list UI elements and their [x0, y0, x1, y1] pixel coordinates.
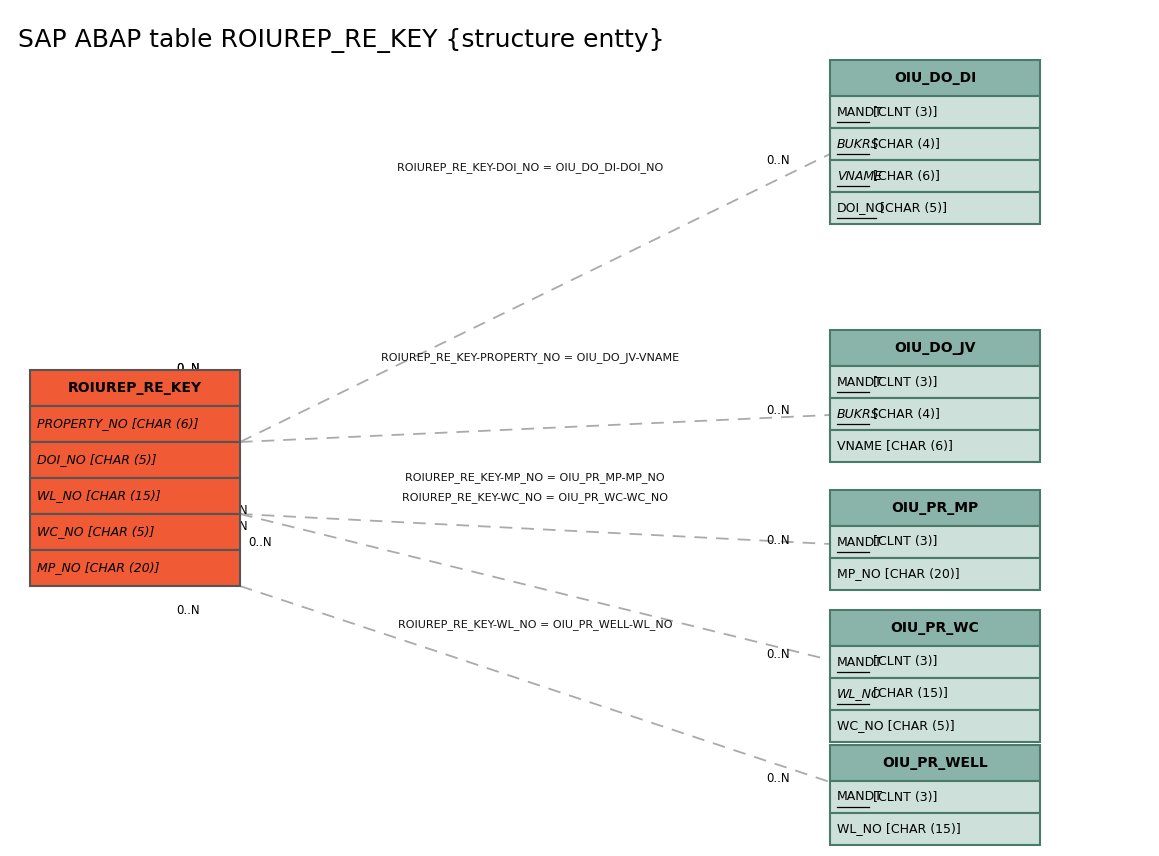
Bar — [830, 558, 1040, 590]
Text: [CLNT (3)]: [CLNT (3)] — [869, 376, 938, 389]
Bar — [830, 430, 1040, 462]
Bar — [830, 330, 1040, 366]
Text: MANDT: MANDT — [837, 656, 883, 669]
Bar — [830, 781, 1040, 813]
Text: SAP ABAP table ROIUREP_RE_KEY {structure entty}: SAP ABAP table ROIUREP_RE_KEY {structure… — [19, 28, 664, 53]
Text: MANDT: MANDT — [837, 790, 883, 804]
Text: [CHAR (15)]: [CHAR (15)] — [869, 687, 948, 700]
Bar — [830, 490, 1040, 526]
Bar — [830, 160, 1040, 192]
Bar — [830, 678, 1040, 710]
Bar — [830, 192, 1040, 224]
Text: WL_NO [CHAR (15)]: WL_NO [CHAR (15)] — [37, 490, 161, 502]
Text: ROIUREP_RE_KEY-WL_NO = OIU_PR_WELL-WL_NO: ROIUREP_RE_KEY-WL_NO = OIU_PR_WELL-WL_NO — [398, 620, 672, 631]
Text: VNAME [CHAR (6)]: VNAME [CHAR (6)] — [837, 439, 953, 453]
Text: DOI_NO [CHAR (5)]: DOI_NO [CHAR (5)] — [37, 454, 156, 467]
Bar — [30, 514, 240, 550]
Text: 0..N: 0..N — [766, 533, 790, 546]
Text: 0..N: 0..N — [766, 649, 790, 662]
Text: BUKRS: BUKRS — [837, 407, 880, 420]
Text: ROIUREP_RE_KEY-MP_NO = OIU_PR_MP-MP_NO: ROIUREP_RE_KEY-MP_NO = OIU_PR_MP-MP_NO — [406, 473, 665, 484]
Text: [CHAR (5)]: [CHAR (5)] — [876, 201, 947, 215]
Text: MANDT: MANDT — [837, 536, 883, 549]
Text: 0..N: 0..N — [225, 503, 248, 516]
Text: DOI_NO: DOI_NO — [837, 201, 885, 215]
Text: WL_NO [CHAR (15)]: WL_NO [CHAR (15)] — [837, 823, 961, 835]
Text: [CLNT (3)]: [CLNT (3)] — [869, 656, 938, 669]
Bar — [30, 550, 240, 586]
Bar — [30, 442, 240, 478]
Text: OIU_PR_WELL: OIU_PR_WELL — [882, 756, 987, 770]
Text: MANDT: MANDT — [837, 105, 883, 118]
Bar — [830, 745, 1040, 781]
Text: [CLNT (3)]: [CLNT (3)] — [869, 536, 938, 549]
Text: ROIUREP_RE_KEY-WC_NO = OIU_PR_WC-WC_NO: ROIUREP_RE_KEY-WC_NO = OIU_PR_WC-WC_NO — [402, 492, 668, 503]
Text: 0..N: 0..N — [766, 771, 790, 784]
Text: OIU_DO_DI: OIU_DO_DI — [894, 71, 976, 85]
Text: 0..N: 0..N — [248, 537, 271, 550]
Text: [CHAR (4)]: [CHAR (4)] — [869, 138, 940, 151]
Bar — [830, 646, 1040, 678]
Bar — [830, 366, 1040, 398]
Text: OIU_DO_JV: OIU_DO_JV — [895, 341, 976, 355]
Bar — [830, 60, 1040, 96]
Bar — [830, 610, 1040, 646]
Text: [CHAR (6)]: [CHAR (6)] — [869, 169, 940, 182]
Text: 0..N: 0..N — [176, 603, 201, 616]
Text: ROIUREP_RE_KEY: ROIUREP_RE_KEY — [68, 381, 202, 395]
Bar — [830, 398, 1040, 430]
Text: [CHAR (4)]: [CHAR (4)] — [869, 407, 940, 420]
Text: 0..N: 0..N — [225, 520, 248, 533]
Text: WC_NO [CHAR (5)]: WC_NO [CHAR (5)] — [837, 720, 955, 733]
Bar — [830, 128, 1040, 160]
Bar — [830, 526, 1040, 558]
Text: MP_NO [CHAR (20)]: MP_NO [CHAR (20)] — [837, 568, 960, 580]
Bar — [830, 710, 1040, 742]
Text: BUKRS: BUKRS — [837, 138, 880, 151]
Text: 0..N: 0..N — [176, 361, 201, 375]
Text: WC_NO [CHAR (5)]: WC_NO [CHAR (5)] — [37, 526, 154, 538]
Text: WL_NO: WL_NO — [837, 687, 882, 700]
Text: VNAME: VNAME — [837, 169, 882, 182]
Bar — [830, 96, 1040, 128]
Text: ROIUREP_RE_KEY-DOI_NO = OIU_DO_DI-DOI_NO: ROIUREP_RE_KEY-DOI_NO = OIU_DO_DI-DOI_NO — [396, 163, 663, 174]
Text: MP_NO [CHAR (20)]: MP_NO [CHAR (20)] — [37, 562, 160, 574]
Text: MANDT: MANDT — [837, 376, 883, 389]
Text: 0..N: 0..N — [176, 361, 201, 375]
Bar — [830, 813, 1040, 845]
Text: [CLNT (3)]: [CLNT (3)] — [869, 105, 938, 118]
Text: PROPERTY_NO [CHAR (6)]: PROPERTY_NO [CHAR (6)] — [37, 418, 198, 431]
Text: 0..N: 0..N — [766, 153, 790, 167]
Text: OIU_PR_MP: OIU_PR_MP — [891, 501, 978, 515]
Bar — [30, 478, 240, 514]
Text: 0..N: 0..N — [766, 403, 790, 417]
Text: [CLNT (3)]: [CLNT (3)] — [869, 790, 938, 804]
Bar — [30, 406, 240, 442]
Text: ROIUREP_RE_KEY-PROPERTY_NO = OIU_DO_JV-VNAME: ROIUREP_RE_KEY-PROPERTY_NO = OIU_DO_JV-V… — [381, 353, 679, 364]
Text: OIU_PR_WC: OIU_PR_WC — [890, 621, 979, 635]
Bar — [30, 370, 240, 406]
